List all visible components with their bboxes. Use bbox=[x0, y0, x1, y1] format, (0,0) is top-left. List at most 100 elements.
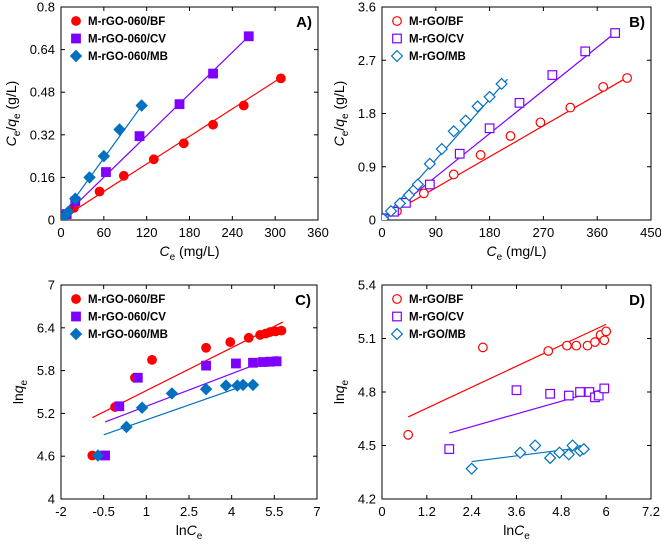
data-point bbox=[208, 68, 218, 79]
data-point bbox=[276, 325, 287, 336]
fit-line bbox=[382, 31, 617, 220]
data-point bbox=[475, 150, 486, 160]
data-point bbox=[243, 332, 254, 343]
data-point bbox=[610, 28, 621, 38]
data-point bbox=[113, 123, 126, 136]
data-point bbox=[135, 99, 148, 112]
data-point bbox=[423, 157, 437, 171]
panel-letter: C) bbox=[295, 292, 311, 309]
x-tick-label: 180 bbox=[479, 225, 501, 240]
legend-label: M-rGO-060/MB bbox=[88, 51, 168, 63]
y-axis-label: Ce/qe (g/L) bbox=[331, 81, 351, 147]
data-point bbox=[236, 378, 250, 392]
y-tick-label: 0.8 bbox=[37, 0, 55, 15]
y-tick-label: 0.48 bbox=[30, 85, 55, 100]
x-tick-label: 60 bbox=[97, 225, 111, 240]
x-tick-label: 120 bbox=[136, 225, 158, 240]
x-tick-label: 6 bbox=[603, 504, 610, 519]
y-tick-label: 4.5 bbox=[358, 438, 376, 453]
panel-b: 0 90 180 270 360 450 0 0.9 1.8 2.7 3.6 Ce (mg/L) Ce/… bbox=[331, 0, 661, 263]
data-point bbox=[543, 451, 557, 465]
series-m-rgo-bf bbox=[403, 323, 612, 440]
data-point bbox=[69, 192, 82, 205]
y-tick-label: 1.8 bbox=[358, 106, 376, 121]
legend-marker bbox=[392, 33, 402, 44]
data-point bbox=[514, 446, 527, 459]
legend-marker bbox=[71, 16, 81, 26]
data-point bbox=[484, 123, 495, 134]
fit-line bbox=[61, 76, 283, 220]
x-tick-label: 4 bbox=[228, 504, 235, 519]
y-axis-label: Ce/qe (g/L) bbox=[3, 81, 23, 147]
data-point bbox=[566, 439, 579, 452]
legend-label: M-rGO/BF bbox=[409, 294, 463, 306]
x-tick-label: 0 bbox=[378, 504, 385, 519]
plot-area bbox=[403, 323, 612, 475]
y-tick-label: 2.7 bbox=[358, 53, 376, 68]
x-tick-label: 4.8 bbox=[552, 504, 570, 519]
data-point bbox=[208, 119, 218, 130]
legend-label: M-rGO-060/CV bbox=[88, 312, 166, 324]
data-point bbox=[148, 154, 159, 165]
fit-line bbox=[471, 446, 584, 463]
legend-label: M-rGO/MB bbox=[409, 329, 466, 341]
x-tick-label: -2 bbox=[55, 504, 67, 519]
data-point bbox=[465, 462, 478, 475]
y-tick-label: 5.1 bbox=[358, 331, 376, 346]
y-tick-label: 0.32 bbox=[30, 127, 55, 142]
legend: M-rGO/BF M-rGO/CV M-rGO/MB bbox=[390, 16, 466, 63]
data-point bbox=[384, 204, 398, 218]
panel-letter: D) bbox=[629, 292, 645, 309]
data-point bbox=[593, 390, 604, 401]
fit-line bbox=[61, 35, 250, 220]
data-point bbox=[562, 340, 572, 351]
y-tick-label: 0.64 bbox=[30, 42, 55, 57]
data-point bbox=[477, 342, 488, 353]
data-point bbox=[120, 420, 133, 434]
data-point bbox=[225, 337, 236, 347]
data-point bbox=[411, 178, 425, 191]
legend-marker bbox=[71, 33, 81, 44]
x-axis-label: Ce (mg/L) bbox=[159, 243, 219, 263]
y-tick-label: 7 bbox=[48, 278, 55, 293]
data-point bbox=[471, 100, 484, 113]
y-tick-label: 0 bbox=[369, 213, 376, 228]
legend-label: M-rGO/CV bbox=[409, 312, 464, 324]
data-point bbox=[97, 149, 111, 163]
x-axis-label: Ce (mg/L) bbox=[486, 243, 546, 263]
data-point bbox=[135, 401, 149, 414]
x-tick-label: 180 bbox=[179, 225, 201, 240]
legend-label: M-rGO/MB bbox=[409, 51, 466, 63]
x-axis-label: lnCe bbox=[503, 522, 530, 542]
x-tick-label: 7 bbox=[313, 504, 320, 519]
series-m-rgo-060-mb bbox=[91, 378, 260, 462]
data-point bbox=[535, 117, 546, 128]
y-tick-label: 4.6 bbox=[37, 449, 55, 464]
x-tick-label: 1 bbox=[143, 504, 150, 519]
y-tick-label: 5.8 bbox=[37, 363, 55, 378]
data-point bbox=[199, 382, 213, 396]
legend-marker bbox=[392, 294, 402, 304]
data-point bbox=[547, 70, 558, 80]
y-tick-label: 0.9 bbox=[358, 159, 376, 174]
data-point bbox=[238, 100, 249, 111]
x-tick-label: 300 bbox=[264, 225, 286, 240]
series-m-rgo-bf bbox=[382, 73, 632, 220]
data-point bbox=[511, 385, 522, 396]
data-point bbox=[91, 449, 105, 462]
x-tick-label: 2.4 bbox=[463, 504, 481, 519]
legend-marker bbox=[71, 294, 81, 304]
series-m-rgo-mb bbox=[382, 77, 508, 220]
data-point bbox=[403, 429, 414, 440]
plot-area bbox=[382, 28, 632, 220]
data-point bbox=[528, 439, 542, 452]
legend-marker bbox=[69, 49, 83, 63]
data-point bbox=[424, 179, 435, 190]
data-point bbox=[459, 114, 472, 127]
data-point bbox=[118, 170, 129, 181]
series-m-rgo-060-bf bbox=[61, 73, 286, 220]
data-point bbox=[246, 378, 260, 392]
data-point bbox=[563, 390, 574, 401]
plot-area bbox=[87, 321, 287, 462]
series-m-rgo-060-mb bbox=[61, 99, 148, 220]
